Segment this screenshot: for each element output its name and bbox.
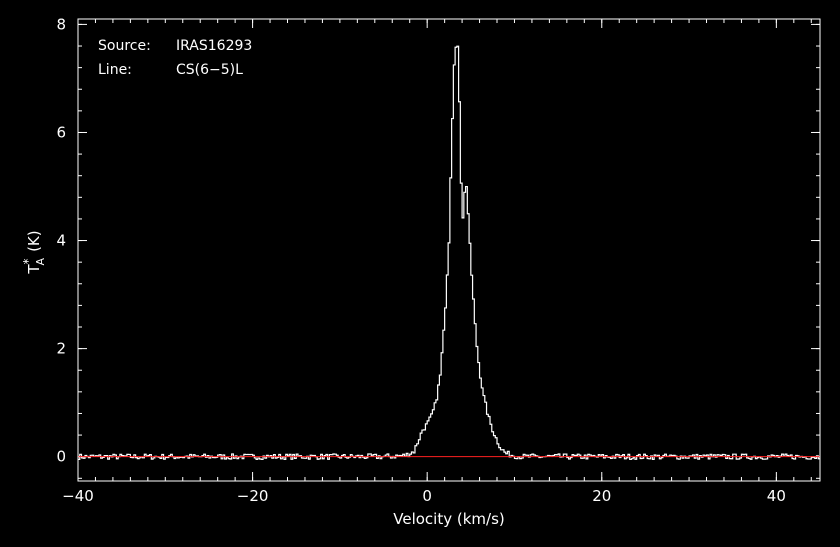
y-tick-label: 4: [56, 232, 66, 250]
x-tick-labels: −40 −20 0 20 40: [62, 487, 786, 505]
line-label: Line:: [98, 62, 132, 78]
spectrum-line: [78, 45, 820, 461]
y-axis-label: T*A(K): [21, 230, 47, 274]
y-tick-label: 0: [56, 448, 66, 466]
svg-text:T*A(K): T*A(K): [21, 230, 47, 274]
source-label: Source:: [98, 38, 151, 54]
x-tick-label: −20: [237, 487, 269, 505]
source-value: IRAS16293: [176, 38, 252, 54]
x-axis-label: Velocity (km/s): [393, 510, 504, 528]
y-tick-labels: 0 2 4 6 8: [56, 15, 66, 465]
series-layer: [78, 45, 820, 461]
x-tick-label: 40: [767, 487, 786, 505]
x-tick-label: 0: [422, 487, 432, 505]
y-tick-label: 8: [56, 15, 66, 33]
annotation-block: Source: IRAS16293 Line: CS(6−5)L: [98, 38, 252, 78]
line-value: CS(6−5)L: [176, 62, 243, 78]
y-tick-label: 6: [56, 123, 66, 141]
plot-frame: [77, 18, 821, 482]
axis-ticks: [77, 19, 820, 481]
x-tick-label: −40: [62, 487, 94, 505]
y-tick-label: 2: [56, 340, 66, 358]
x-tick-label: 20: [592, 487, 611, 505]
